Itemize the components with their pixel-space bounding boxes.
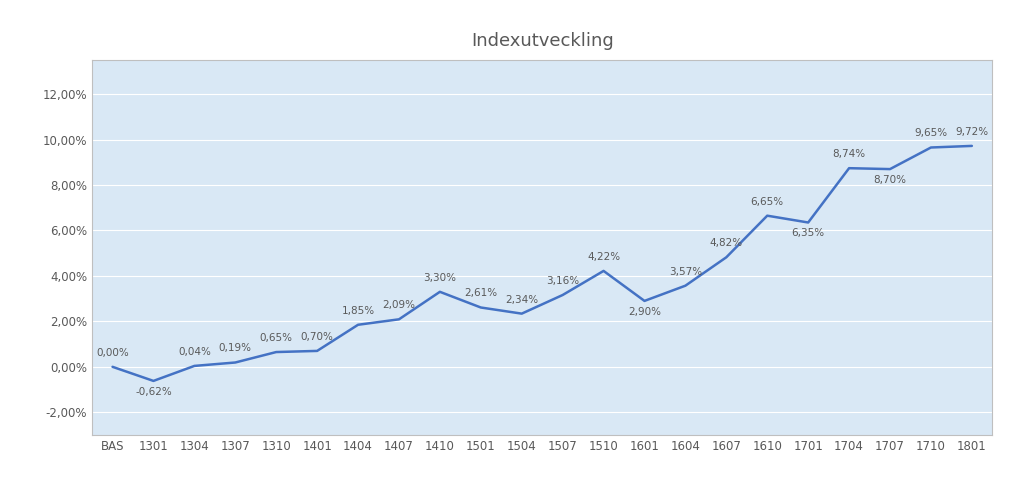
Text: 0,65%: 0,65% [260,333,293,343]
Text: 2,61%: 2,61% [464,288,497,298]
Text: 6,35%: 6,35% [792,228,825,238]
Text: 4,22%: 4,22% [587,252,620,262]
Text: -0,62%: -0,62% [135,387,172,397]
Text: 2,09%: 2,09% [383,300,415,310]
Text: 4,82%: 4,82% [710,238,743,248]
Text: 2,90%: 2,90% [628,307,661,317]
Text: 9,72%: 9,72% [955,127,988,137]
Text: 3,16%: 3,16% [546,276,579,286]
Text: 9,65%: 9,65% [915,128,947,138]
Text: 2,34%: 2,34% [505,294,538,304]
Text: 0,19%: 0,19% [219,344,252,353]
Text: 1,85%: 1,85% [342,306,374,316]
Text: 0,04%: 0,04% [178,347,211,357]
Text: 8,74%: 8,74% [833,149,865,159]
Text: 0,70%: 0,70% [301,332,333,342]
Title: Indexutveckling: Indexutveckling [471,32,614,50]
Text: 8,70%: 8,70% [874,175,906,185]
Text: 3,57%: 3,57% [669,266,702,276]
Text: 3,30%: 3,30% [424,272,456,282]
Text: 6,65%: 6,65% [751,196,784,206]
Text: 0,00%: 0,00% [96,348,129,358]
